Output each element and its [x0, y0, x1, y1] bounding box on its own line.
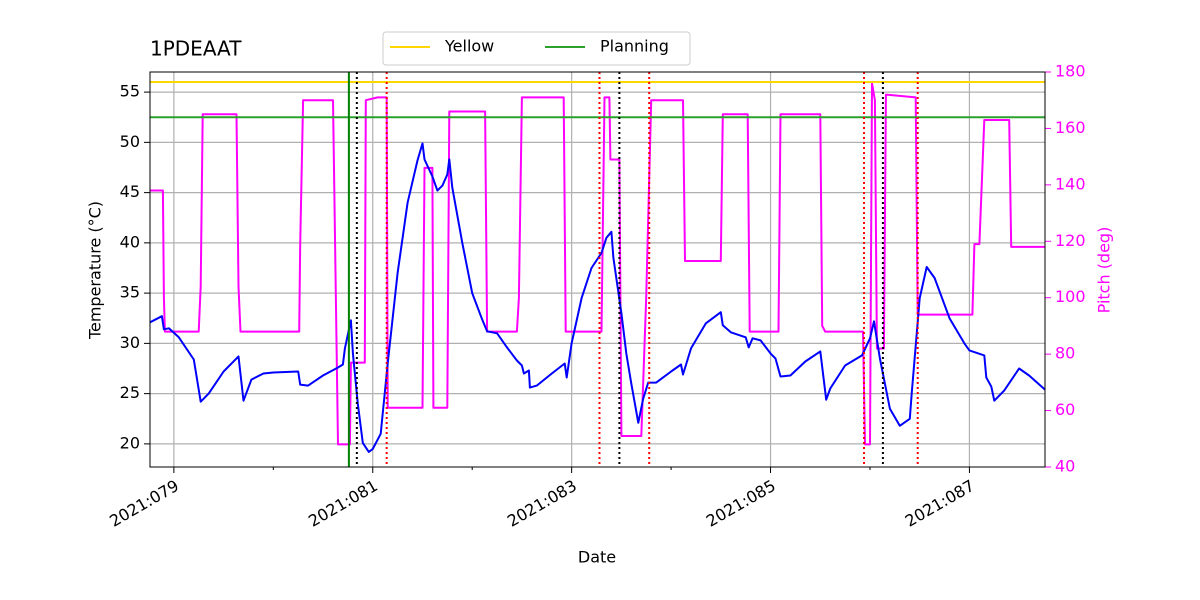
x-tick-label: 2021:087 [902, 476, 978, 531]
y2-tick-label: 160 [1055, 118, 1086, 137]
y2-tick-label: 60 [1055, 400, 1075, 419]
y-tick-label: 50 [120, 132, 140, 151]
y2-tick-label: 100 [1055, 287, 1086, 306]
y-tick-label: 45 [120, 182, 140, 201]
y2-tick-label: 80 [1055, 344, 1075, 363]
x-axis-label: Date [578, 548, 616, 567]
legend-box [382, 31, 691, 66]
x-tick-label: 2021:079 [106, 476, 182, 531]
y2-tick-label: 120 [1055, 231, 1086, 250]
y-tick-label: 40 [120, 232, 140, 251]
y-tick-label: 30 [120, 333, 140, 352]
legend-label: Yellow [444, 37, 494, 56]
chart-title: 1PDEAAT [150, 37, 242, 61]
plot-frame [149, 71, 1046, 468]
x-tick-label: 2021:083 [504, 476, 580, 531]
y2-axis-label: Pitch (deg) [1095, 227, 1114, 314]
y2-tick-label: 40 [1055, 457, 1075, 476]
y2-tick-label: 140 [1055, 174, 1086, 193]
line-series [150, 82, 1045, 446]
line-series [149, 142, 1046, 453]
legend-label: Planning [600, 37, 669, 56]
x-tick-label: 2021:085 [703, 476, 779, 531]
y-tick-label: 20 [120, 433, 140, 452]
y2-tick-label: 180 [1055, 62, 1086, 81]
y-tick-label: 55 [120, 82, 140, 101]
y-tick-label: 25 [120, 383, 140, 402]
y-axis-label: Temperature (°C) [86, 201, 105, 340]
y-tick-label: 35 [120, 283, 140, 302]
x-tick-label: 2021:081 [305, 476, 381, 531]
